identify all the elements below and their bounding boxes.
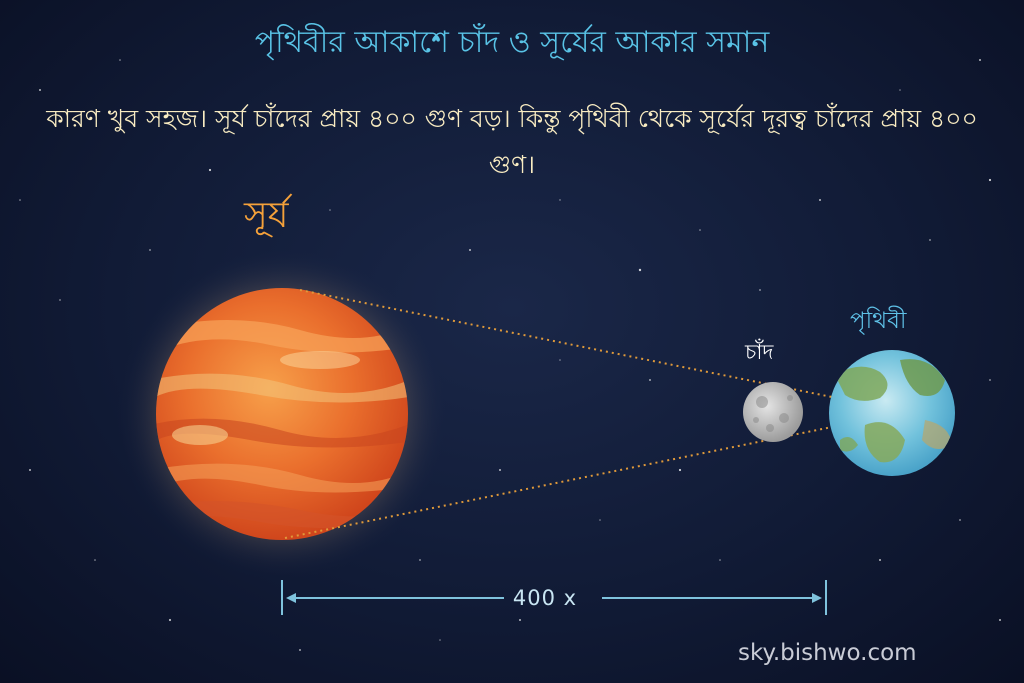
sun-illustration: [156, 288, 408, 540]
moon-illustration: [743, 382, 803, 442]
page-title: পৃথিবীর আকাশে চাঁদ ও সূর্যের আকার সমান: [254, 25, 770, 60]
moon-label: চাঁদ: [745, 340, 774, 364]
sun-label: সূর্য: [244, 195, 289, 236]
website-credit: sky.bishwo.com: [738, 640, 917, 666]
distance-arrow: [281, 580, 827, 615]
earth-label: পৃথিবী: [850, 308, 907, 334]
distance-label: 400 x: [512, 586, 578, 610]
explanation-text: কারণ খুব সহজ। সূর্য চাঁদের প্রায় ৪০০ গু…: [46, 104, 978, 179]
sight-lines: [284, 289, 833, 539]
starfield: [19, 59, 1001, 651]
earth-illustration: [829, 350, 955, 476]
